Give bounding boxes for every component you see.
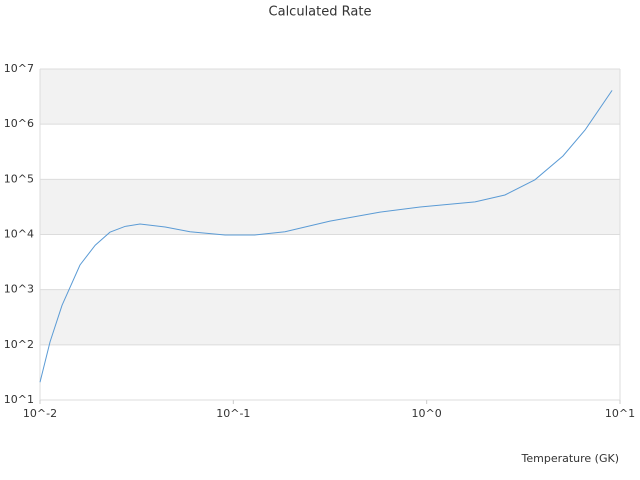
band	[40, 69, 620, 125]
x-tick-label: 10^-1	[216, 407, 250, 420]
chart-title: Calculated Rate	[269, 5, 372, 20]
data-line	[39, 90, 613, 383]
y-tick-label: 10^7	[4, 62, 34, 75]
x-tick-label: 10^0	[412, 407, 442, 420]
y-tick-label: 10^3	[4, 283, 34, 296]
band	[40, 179, 620, 235]
y-tick-label: 10^6	[4, 117, 34, 130]
x-tick-label: 10^-2	[23, 407, 57, 420]
band	[40, 289, 620, 345]
y-tick-label: 10^4	[4, 228, 34, 241]
y-tick-label: 10^2	[4, 338, 34, 351]
x-axis-label: Temperature (GK)	[521, 452, 620, 465]
x-tick-label: 10^1	[605, 407, 635, 420]
y-tick-label: 10^5	[4, 172, 34, 185]
y-tick-label: 10^1	[4, 393, 34, 406]
